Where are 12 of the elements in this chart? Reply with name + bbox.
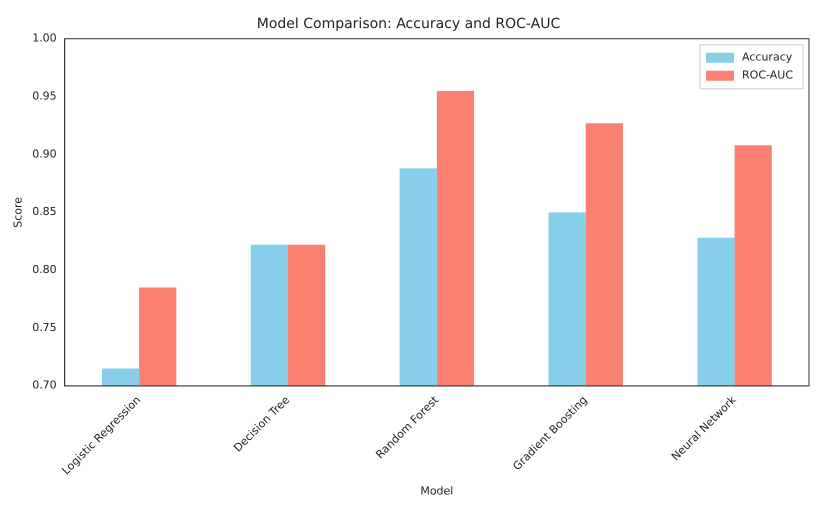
legend-label: Accuracy <box>742 50 793 64</box>
y-tick-label: 0.90 <box>32 147 57 160</box>
y-tick-label: 0.85 <box>32 205 57 218</box>
y-tick-label: 0.80 <box>32 263 57 276</box>
y-tick-label: 1.00 <box>32 32 57 45</box>
y-tick-label: 0.95 <box>32 90 57 102</box>
y-axis-title: Score <box>11 196 24 228</box>
x-axis-title: Model <box>420 484 454 498</box>
y-tick-label: 0.75 <box>32 320 57 334</box>
legend-label: ROC-AUC <box>742 68 794 82</box>
y-tick-label: 0.70 <box>32 378 57 392</box>
chart-title: Model Comparison: Accuracy and ROC-AUC <box>256 16 560 32</box>
